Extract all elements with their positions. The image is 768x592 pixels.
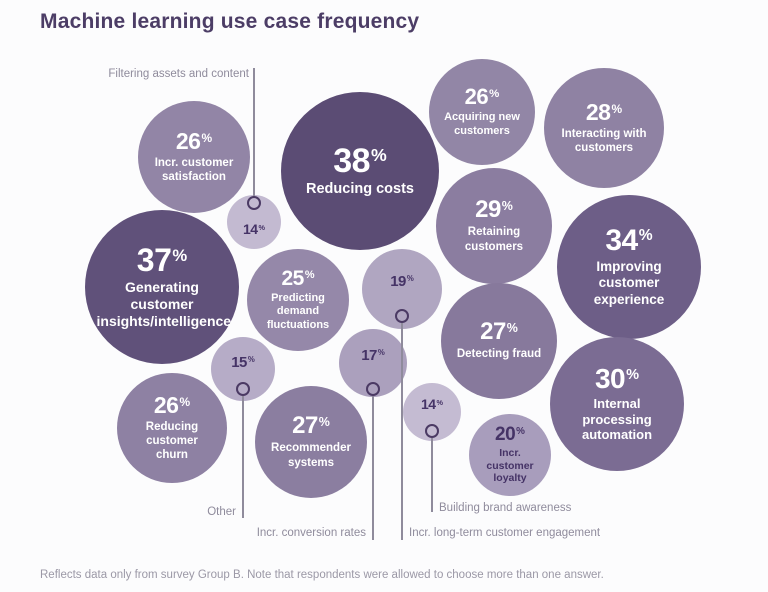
bubble-detecting-fraud: 27% Detecting fraud (441, 283, 557, 399)
bubble-internal-processing-automation: 30% Internal processing automation (550, 337, 684, 471)
bubble-value: 37% (136, 241, 188, 278)
percent-sign: % (501, 198, 513, 213)
annotation-label-incr-conversion-rates: Incr. conversion rates (256, 527, 366, 539)
connector-line-filtering-assets-and-content (253, 68, 255, 197)
footnote: Reflects data only from survey Group B. … (40, 569, 604, 581)
bubble-label: Interacting with customers (561, 127, 647, 154)
percent-sign: % (436, 397, 444, 407)
connector-ring-icon (366, 382, 380, 396)
percent-sign: % (247, 354, 255, 364)
percent-sign: % (489, 88, 500, 101)
bubble-value: 26% (153, 391, 191, 418)
bubble-label: Predicting demand fluctuations (266, 291, 330, 331)
bubble-value: 27% (292, 412, 330, 440)
bubble-interacting-with-customers: 28% Interacting with customers (544, 68, 664, 188)
percent-sign: % (506, 320, 518, 335)
bubble-value: 34% (605, 223, 653, 257)
annotation-label-incr-long-term-customer-engagement: Incr. long-term customer engagement (409, 527, 601, 539)
bubble-label: Generating customer insights/intelligenc… (96, 278, 232, 330)
bubble-value: 19% (390, 272, 414, 290)
bubble-reducing-costs: 38% Reducing costs (281, 92, 439, 250)
percent-sign: % (638, 227, 653, 245)
bubble-value: 14% (420, 396, 444, 412)
connector-line-building-brand-awareness (431, 438, 433, 512)
connector-line-incr-conversion-rates (372, 396, 374, 540)
bubble-label: Incr. customer satisfaction (154, 156, 234, 183)
bubble-incr-conversion-rates: 17% (339, 329, 407, 397)
bubble-value: 26% (175, 127, 213, 154)
bubble-label: Incr. customer loyalty (486, 446, 534, 485)
bubble-value: 15% (231, 353, 255, 371)
bubble-incr-customer-loyalty: 20% Incr. customer loyalty (469, 414, 551, 496)
bubble-recommender-systems: 27% Recommender systems (255, 386, 367, 498)
bubble-value: 17% (361, 346, 385, 364)
bubble-value: 27% (480, 318, 518, 346)
percent-sign: % (179, 394, 191, 409)
bubble-label: Recommender systems (271, 442, 351, 469)
bubble-retaining-customers: 29% Retaining customers (436, 168, 552, 284)
bubble-value: 14% (242, 221, 266, 237)
bubble-improving-customer-experience: 34% Improving customer experience (557, 195, 701, 339)
bubble-value: 28% (585, 98, 623, 125)
bubble-label: Reducing customer churn (145, 420, 199, 461)
bubble-label: Improving customer experience (593, 258, 665, 307)
bubble-value: 26% (464, 84, 500, 110)
bubble-value: 38% (333, 141, 387, 180)
bubble-reducing-customer-churn: 26% Reducing customer churn (117, 373, 227, 483)
bubble-value: 25% (281, 266, 315, 290)
connector-line-other (242, 396, 244, 518)
connector-ring-icon (247, 196, 261, 210)
annotation-label-building-brand-awareness: Building brand awareness (439, 502, 572, 514)
percent-sign: % (318, 414, 330, 429)
percent-sign: % (258, 222, 266, 232)
percent-sign: % (516, 425, 525, 437)
bubble-label: Reducing costs (306, 180, 414, 197)
percent-sign: % (371, 144, 387, 165)
bubble-value: 29% (475, 196, 513, 224)
bubble-value: 30% (594, 362, 640, 394)
bubble-label: Internal processing automation (581, 395, 653, 443)
connector-ring-icon (425, 424, 439, 438)
connector-ring-icon (236, 382, 250, 396)
bubble-filtering-assets-and-content: 14% (227, 195, 281, 249)
bubble-generating-customer-insights-intelligence: 37% Generating customer insights/intellig… (85, 210, 239, 364)
percent-sign: % (406, 273, 414, 283)
bubble-acquiring-new-customers: 26% Acquiring new customers (429, 59, 535, 165)
percent-sign: % (626, 366, 640, 383)
page-title: Machine learning use case frequency (40, 10, 420, 33)
percent-sign: % (201, 130, 213, 145)
percent-sign: % (304, 269, 315, 282)
connector-ring-icon (395, 309, 409, 323)
bubble-label: Acquiring new customers (444, 111, 520, 137)
bubble-incr-customer-satisfaction: 26% Incr. customer satisfaction (138, 101, 250, 213)
bubble-label: Detecting fraud (456, 348, 542, 361)
bubble-predicting-demand-fluctuations: 25% Predicting demand fluctuations (247, 249, 349, 351)
bubble-value: 20% (495, 423, 525, 445)
annotation-label-other: Other (207, 506, 236, 518)
percent-sign: % (377, 347, 385, 357)
connector-line-incr-long-term-customer-engagement (401, 323, 403, 540)
percent-sign: % (172, 245, 188, 265)
annotation-label-filtering-assets-and-content: Filtering assets and content (108, 68, 249, 80)
bubble-label: Retaining customers (464, 226, 524, 253)
percent-sign: % (611, 101, 623, 116)
